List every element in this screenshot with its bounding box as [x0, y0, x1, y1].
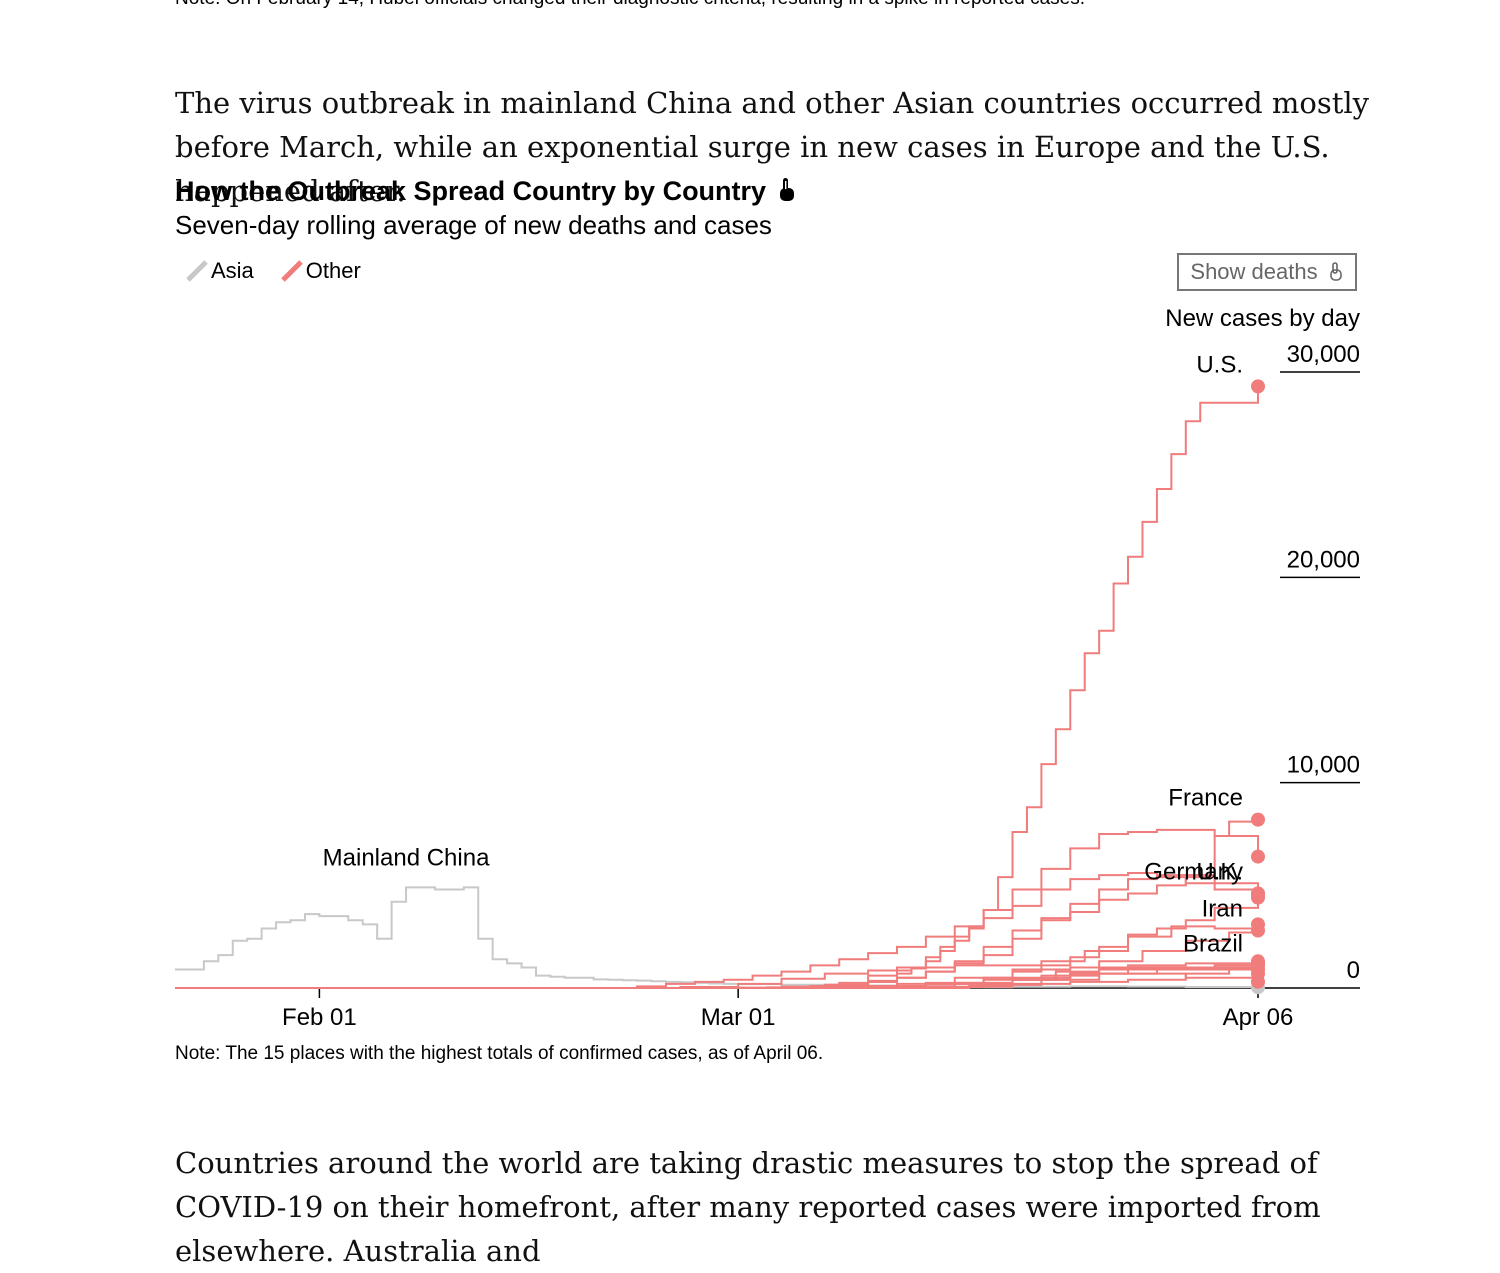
- series-line-turkey: [175, 924, 1259, 989]
- series-line-iran: [175, 925, 1259, 989]
- end-marker-austria: [1251, 974, 1265, 989]
- y-tick-label: 0: [1347, 957, 1360, 984]
- chart-subtitle: Seven-day rolling average of new deaths …: [175, 210, 772, 240]
- show-deaths-button[interactable]: Show deaths: [1177, 253, 1357, 291]
- series-label-brazil: Brazil: [1183, 930, 1243, 957]
- pointer-icon: [780, 178, 795, 201]
- y-tick-label: 10,000: [1287, 752, 1360, 779]
- series-label-france: France: [1168, 785, 1243, 812]
- series-line-u-s: [175, 386, 1259, 989]
- legend-label-other: Other: [305, 258, 361, 283]
- chart-legend: Asia Other: [185, 258, 387, 284]
- y-tick-label: 20,000: [1287, 546, 1360, 573]
- pointer-icon: [1329, 262, 1342, 281]
- end-marker-u-s: [1251, 379, 1265, 394]
- end-marker-spain: [1251, 849, 1265, 864]
- end-marker-u-k: [1251, 886, 1265, 901]
- series-label-iran: Iran: [1202, 896, 1243, 923]
- legend-label-asia: Asia: [211, 258, 254, 283]
- legend-item-asia[interactable]: Asia: [185, 258, 254, 284]
- chart-note: Note: The 15 places with the highest tot…: [175, 1043, 824, 1064]
- y-tick-label: 30,000: [1287, 341, 1360, 368]
- series-line-italy: [175, 872, 1259, 989]
- series-label-u-k: U.K.: [1196, 859, 1243, 886]
- chart-title: How the Outbreak Spread Country by Count…: [175, 176, 798, 207]
- outbreak-chart: New cases by day 0 10,000 20,000 30,000 Feb 0…: [175, 305, 1360, 1031]
- show-deaths-label: Show deaths: [1190, 259, 1318, 284]
- x-tick-label: Feb 01: [282, 1004, 357, 1031]
- x-tick-label: Apr 06: [1223, 1004, 1294, 1031]
- y-axis-label: New cases by day: [1165, 305, 1360, 332]
- end-marker-france: [1251, 812, 1265, 827]
- body-paragraph: Countries around the world are taking dr…: [175, 1146, 1321, 1268]
- series-line-switzerland: [175, 966, 1259, 989]
- legend-item-other[interactable]: Other: [280, 258, 361, 284]
- series-label-germany: Germany: [1144, 859, 1243, 886]
- legend-swatch-other: [281, 260, 303, 282]
- series-line-germany: [175, 874, 1259, 989]
- series-label-mainland-china: Mainland China: [323, 844, 490, 871]
- series-line-brazil: [175, 965, 1259, 989]
- legend-swatch-asia: [186, 260, 208, 282]
- intro-paragraph: The virus outbreak in mainland China and…: [175, 86, 1370, 208]
- series-line-austria: [175, 972, 1259, 989]
- x-tick-label: Mar 01: [701, 1004, 776, 1031]
- series-label-u-s: U.S.: [1196, 351, 1243, 378]
- end-marker-turkey: [1251, 917, 1265, 932]
- top-note: Note: On February 14, Hubei officials ch…: [175, 0, 1085, 10]
- series-line-netherlands: [175, 966, 1259, 989]
